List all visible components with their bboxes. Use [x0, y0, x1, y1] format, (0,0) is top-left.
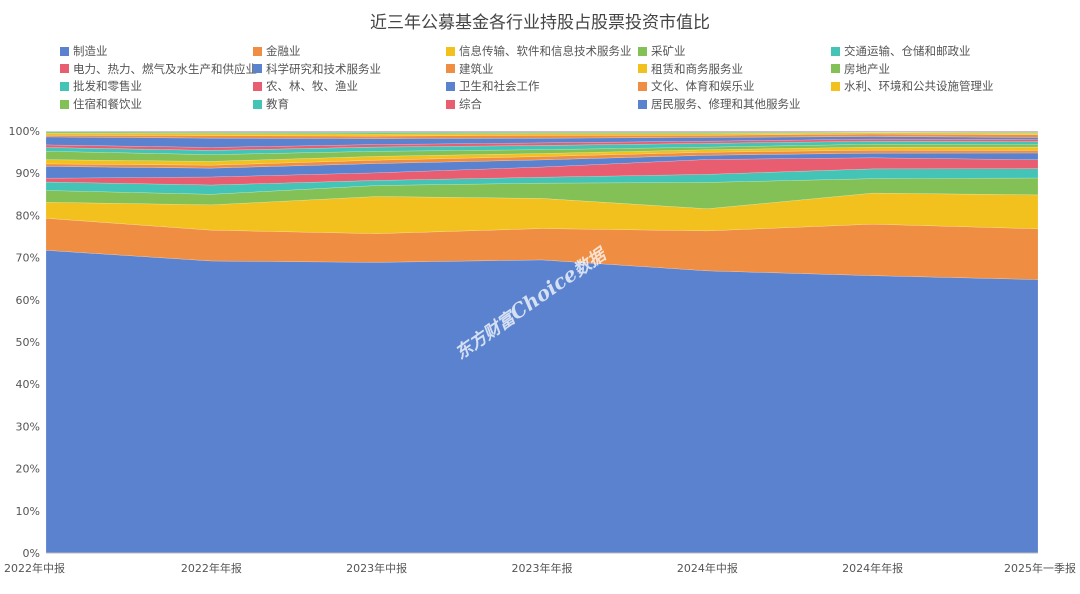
- legend-swatch: [253, 81, 262, 91]
- legend-swatch: [638, 81, 647, 91]
- legend-label: 水利、环境和公共设施管理业: [844, 79, 994, 94]
- y-tick-label: 30%: [16, 420, 40, 433]
- x-tick-label: 2024年中报: [677, 561, 738, 575]
- legend-label: 批发和零售业: [73, 79, 142, 94]
- x-tick-label: 2023年中报: [346, 561, 407, 575]
- y-tick-label: 10%: [16, 505, 40, 518]
- legend-swatch: [831, 64, 840, 74]
- x-tick-label: 2022年年报: [181, 561, 242, 575]
- legend-item[interactable]: 批发和零售业: [60, 78, 142, 94]
- legend-item[interactable]: 交通运输、仓储和邮政业: [831, 43, 971, 59]
- legend-item[interactable]: 建筑业: [446, 61, 494, 77]
- legend-item[interactable]: 水利、环境和公共设施管理业: [831, 78, 994, 94]
- legend-swatch: [253, 64, 262, 74]
- legend-label: 教育: [266, 97, 289, 112]
- y-tick-label: 50%: [16, 336, 40, 349]
- area-series: [45, 138, 1039, 151]
- legend-swatch: [253, 46, 262, 56]
- legend-item[interactable]: 信息传输、软件和信息技术服务业: [446, 43, 632, 59]
- legend-swatch: [638, 99, 647, 109]
- y-tick-label: 60%: [16, 294, 40, 307]
- legend-item[interactable]: 房地产业: [831, 61, 890, 77]
- legend-label: 农、林、牧、渔业: [266, 79, 358, 94]
- legend-label: 房地产业: [844, 61, 890, 76]
- legend-label: 信息传输、软件和信息技术服务业: [459, 44, 632, 58]
- y-tick-label: 80%: [16, 209, 40, 222]
- area-series: [45, 157, 1039, 186]
- chart-title: 近三年公募基金各行业持股占股票投资市值比: [370, 13, 710, 33]
- legend-label: 住宿和餐饮业: [73, 97, 142, 112]
- legend-item[interactable]: 教育: [253, 96, 289, 112]
- legend-swatch: [60, 99, 69, 109]
- area-series: [45, 131, 1039, 135]
- legend-item[interactable]: 农、林、牧、渔业: [253, 78, 358, 94]
- legend-item[interactable]: 科学研究和技术服务业: [253, 61, 381, 77]
- legend-swatch: [638, 46, 647, 56]
- legend-item[interactable]: 金融业: [253, 43, 301, 59]
- area-series: [45, 132, 1039, 137]
- area-series: [45, 131, 1039, 133]
- legend-item[interactable]: 电力、热力、燃气及水生产和供应业: [60, 61, 257, 77]
- x-tick-label: 2024年年报: [842, 561, 903, 575]
- legend-swatch: [446, 99, 455, 109]
- legend-swatch: [60, 81, 69, 91]
- x-tick-label: 2025年一季报: [1004, 561, 1076, 575]
- legend-item[interactable]: 住宿和餐饮业: [60, 96, 142, 112]
- legend-label: 建筑业: [459, 61, 494, 76]
- legend-swatch: [638, 64, 647, 74]
- legend-label: 电力、热力、燃气及水生产和供应业: [73, 61, 257, 76]
- legend-swatch: [831, 46, 840, 56]
- legend-label: 综合: [459, 97, 482, 112]
- legend-label: 交通运输、仓储和邮政业: [844, 44, 971, 58]
- y-tick-label: 100%: [9, 125, 40, 138]
- area-series: [45, 136, 1039, 148]
- legend-label: 采矿业: [651, 44, 686, 58]
- area-series: [45, 152, 1039, 179]
- legend-label: 制造业: [73, 44, 108, 58]
- legend-item[interactable]: 居民服务、修理和其他服务业: [638, 96, 801, 112]
- legend-label: 科学研究和技术服务业: [266, 61, 381, 76]
- legend-swatch: [60, 46, 69, 56]
- legend-item[interactable]: 综合: [446, 96, 482, 112]
- legend-swatch: [446, 64, 455, 74]
- legend-swatch: [446, 81, 455, 91]
- y-tick-label: 0%: [23, 547, 40, 560]
- legend-item[interactable]: 卫生和社会工作: [446, 78, 540, 94]
- y-tick-label: 40%: [16, 378, 40, 391]
- legend-item[interactable]: 制造业: [60, 43, 108, 59]
- legend-swatch: [60, 64, 69, 74]
- legend-label: 金融业: [266, 44, 301, 58]
- legend-item[interactable]: 采矿业: [638, 43, 686, 59]
- legend-swatch: [446, 46, 455, 56]
- legend-item[interactable]: 文化、体育和娱乐业: [638, 78, 755, 94]
- legend-label: 卫生和社会工作: [459, 79, 540, 94]
- legend-label: 租赁和商务服务业: [651, 61, 743, 76]
- x-tick-label: 2023年年报: [512, 561, 573, 575]
- legend-item[interactable]: 租赁和商务服务业: [638, 61, 743, 77]
- legend-swatch: [831, 81, 840, 91]
- legend-label: 文化、体育和娱乐业: [651, 79, 755, 94]
- y-tick-label: 20%: [16, 463, 40, 476]
- legend-label: 居民服务、修理和其他服务业: [651, 97, 801, 112]
- y-tick-label: 90%: [16, 167, 40, 180]
- x-tick-label: 2022年中报: [4, 561, 65, 575]
- y-tick-label: 70%: [16, 252, 40, 265]
- legend-swatch: [253, 99, 262, 109]
- area-series: [45, 217, 1039, 280]
